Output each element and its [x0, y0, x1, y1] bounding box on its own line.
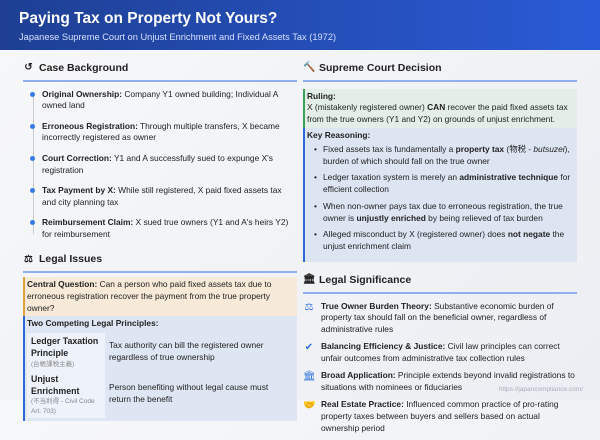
scale-icon: ⚖	[304, 301, 314, 313]
principles-label: Two Competing Legal Principles:	[27, 318, 159, 329]
t: butsuzei	[533, 143, 565, 154]
item-label: Original Ownership:	[42, 88, 123, 99]
heading-text: Legal Issues	[39, 253, 103, 266]
ruling-text: X (mistakenly registered owner)	[307, 102, 428, 113]
t: Ledger taxation system is merely an	[323, 172, 460, 183]
t: for efficient collection	[323, 172, 571, 195]
timeline-item: Tax Payment by X: While still registered…	[30, 184, 297, 209]
t: Alleged misconduct by X (registered owne…	[323, 229, 508, 240]
table-row: Unjust Enrichment (不当利得 - Civil Code Art.…	[27, 370, 295, 418]
principle-note: (不当利得 - Civil Code Art. 703)	[31, 398, 95, 415]
t: Real Estate Practice:	[321, 399, 404, 410]
t: the unjust enrichment claim	[323, 229, 565, 252]
principles-table: Ledger Taxation Principle (台帳課税主義) Tax aut…	[27, 333, 295, 418]
t: Civil law principles can correct unfair …	[321, 341, 560, 364]
page-subtitle: Japanese Supreme Court on Unjust Enrichm…	[19, 31, 337, 42]
t: Balancing Efficiency & Justice:	[321, 341, 446, 352]
principle-name: Unjust Enrichment (不当利得 - Civil Code Art.…	[27, 370, 105, 418]
t: Broad Application:	[321, 370, 396, 381]
table-row: Ledger Taxation Principle (台帳課税主義) Tax aut…	[27, 333, 295, 371]
ruling-label: Ruling:	[307, 90, 336, 101]
item-label: Tax Payment by X:	[42, 184, 116, 195]
heading-text: Case Background	[39, 62, 129, 74]
central-question: Central Question: Can a person who paid …	[23, 277, 297, 317]
case-background-heading: ↺ Case Background	[23, 61, 297, 82]
right-column: 🔨 Supreme Court Decision Ruling: X (mistak…	[303, 61, 577, 440]
item-label: Reimbursement Claim:	[42, 216, 134, 227]
source-url[interactable]: https://japancompliance.com/	[498, 385, 583, 393]
decision-heading: 🔨 Supreme Court Decision	[303, 61, 577, 82]
question-text: Can a person who paid fixed assets tax d…	[27, 279, 272, 313]
item-text: Y1 and A successfully sued to expunge X'…	[42, 152, 273, 175]
t: When non-owner pays tax due to erroneous…	[323, 200, 563, 223]
item-label: Erroneous Registration:	[42, 120, 138, 131]
reason-item: Fixed assets tax is fundamentally a prop…	[314, 143, 575, 168]
reason-item: Alleged misconduct by X (registered owne…	[314, 229, 575, 253]
t: by being relieved of tax burden	[425, 212, 543, 223]
significance-item: ⚖ True Owner Burden Theory: Substantive e…	[303, 301, 577, 336]
item-text: X sued true owners (Y1 and A's heirs Y2)…	[42, 216, 289, 239]
history-icon: ↺	[24, 62, 33, 74]
t: not negate	[507, 229, 551, 240]
reasoning-label: Key Reasoning:	[307, 129, 371, 140]
ruling-text: recover the paid fixed assets tax from t…	[307, 102, 568, 125]
landmark-icon: 🏛	[303, 371, 316, 383]
principle-note: (台帳課税主義)	[31, 360, 75, 368]
landmark-icon: 🏛	[303, 274, 316, 286]
item-text: Through multiple transfers, X became inc…	[42, 120, 280, 143]
t: property tax	[455, 143, 505, 154]
t: (物税 -	[504, 143, 534, 154]
key-reasoning: Key Reasoning: Fixed assets tax is funda…	[303, 127, 577, 262]
t: unjustly enriched	[356, 212, 426, 223]
timeline-item: Court Correction: Y1 and A successfully …	[30, 152, 297, 177]
left-column: ↺ Case Background Original Ownership: Com…	[23, 61, 297, 421]
heading-text: Supreme Court Decision	[319, 62, 442, 74]
significance-list: ⚖ True Owner Burden Theory: Substantive e…	[303, 301, 577, 435]
timeline-item: Reimbursement Claim: X sued true owners …	[30, 216, 297, 241]
handshake-icon: 🤝	[303, 400, 316, 412]
t: Principle extends beyond invalid registr…	[321, 370, 575, 393]
name-text: Ledger Taxation Principle	[31, 336, 99, 359]
timeline-item: Erroneous Registration: Through multiple…	[30, 120, 297, 145]
t: ), burden of which should fall on the tr…	[323, 143, 570, 166]
reason-item: When non-owner pays tax due to erroneous…	[314, 200, 575, 225]
scale-icon: ⚖	[24, 253, 33, 265]
significance-item: ✔ Balancing Efficiency & Justice: Civil l…	[303, 341, 577, 365]
name-text: Unjust Enrichment	[31, 373, 80, 397]
t: Fixed assets tax is fundamentally a	[323, 143, 456, 154]
principle-desc: Tax authority can bill the registered ow…	[109, 340, 264, 362]
timeline: Original Ownership: Company Y1 owned bui…	[23, 89, 297, 241]
timeline-item: Original Ownership: Company Y1 owned bui…	[30, 88, 297, 113]
t: administrative technique	[459, 172, 559, 183]
gavel-icon: 🔨	[303, 62, 316, 74]
ruling-box: Ruling: X (mistakenly registered owner) C…	[303, 88, 577, 128]
ruling-emphasis: CAN	[427, 102, 446, 113]
significance-heading: 🏛 Legal Significance	[303, 273, 577, 294]
item-label: Court Correction:	[42, 152, 112, 163]
significance-item: 🏛 Broad Application: Principle extends be…	[303, 370, 577, 394]
question-label: Central Question:	[27, 279, 98, 290]
legal-issues-heading: ⚖ Legal Issues	[23, 252, 297, 274]
competing-principles: Two Competing Legal Principles: Ledger T…	[23, 316, 297, 421]
principle-desc: Person benefiting without legal cause mu…	[109, 382, 269, 405]
page-title: Paying Tax on Property Not Yours?	[19, 10, 278, 27]
significance-item: 🤝 Real Estate Practice: Influenced common…	[303, 399, 577, 434]
heading-text: Legal Significance	[319, 273, 412, 286]
item-text: Company Y1 owned building; Individual A …	[42, 88, 278, 111]
t: True Owner Burden Theory:	[321, 300, 432, 311]
item-text: While still registered, X paid fixed ass…	[42, 184, 282, 207]
header: Paying Tax on Property Not Yours? Japane…	[0, 0, 600, 50]
reason-item: Ledger taxation system is merely an admi…	[314, 172, 575, 196]
check-circle-icon: ✔	[304, 342, 314, 354]
principle-name: Ledger Taxation Principle (台帳課税主義)	[27, 333, 105, 371]
t: Substantive economic burden of property …	[321, 300, 554, 335]
